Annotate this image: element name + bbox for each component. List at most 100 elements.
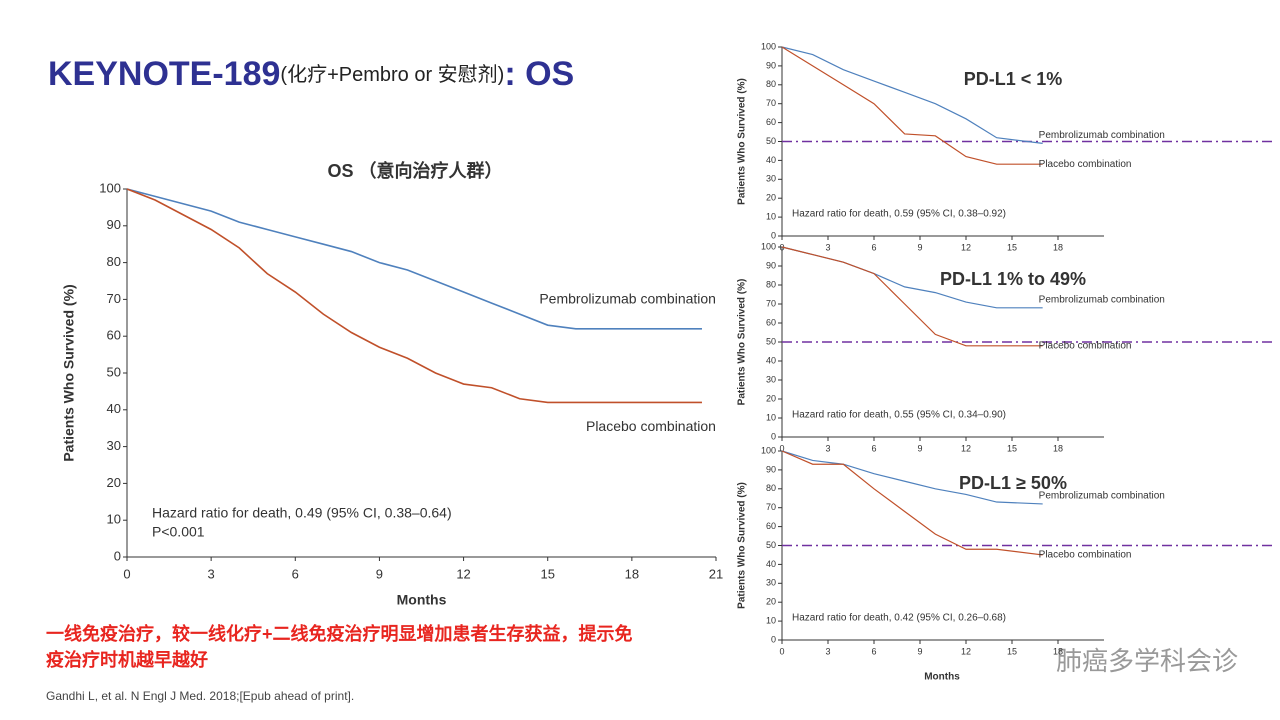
x-axis-label: Months <box>924 672 960 683</box>
chart-title: PD-L1 ≥ 50% <box>959 473 1067 493</box>
x-tick-label: 6 <box>871 646 876 656</box>
y-tick-label: 30 <box>766 374 776 384</box>
x-tick-label: 9 <box>917 443 922 453</box>
chart-title: OS （意向治疗人群） <box>327 160 502 181</box>
chart-title: PD-L1 < 1% <box>964 69 1063 89</box>
x-tick-label: 0 <box>779 646 784 656</box>
x-tick-label: 12 <box>456 566 470 581</box>
annotation: Hazard ratio for death, 0.59 (95% CI, 0.… <box>792 209 1006 220</box>
x-tick-label: 18 <box>1053 646 1063 656</box>
y-tick-label: 90 <box>766 464 776 474</box>
x-tick-label: 3 <box>825 443 830 453</box>
legend-label: Pembrolizumab combination <box>539 291 716 307</box>
annotation: Hazard ratio for death, 0.42 (95% CI, 0.… <box>792 613 1006 624</box>
y-tick-label: 40 <box>766 155 776 165</box>
y-tick-label: 10 <box>766 615 776 625</box>
y-tick-label: 40 <box>766 355 776 365</box>
y-tick-label: 80 <box>766 279 776 289</box>
x-axis-label: Months <box>397 592 447 608</box>
y-tick-label: 10 <box>107 512 121 527</box>
y-axis-label: Patients Who Survived (%) <box>737 482 748 609</box>
legend-label: Placebo combination <box>1039 159 1132 170</box>
y-tick-label: 60 <box>766 317 776 327</box>
x-tick-label: 18 <box>1053 443 1063 453</box>
legend-label: Placebo combination <box>586 418 716 434</box>
survival-curve <box>781 450 1043 505</box>
legend-label: Placebo combination <box>1039 340 1132 351</box>
chart-title: PD-L1 1% to 49% <box>940 269 1086 289</box>
y-tick-label: 100 <box>761 241 776 251</box>
x-tick-label: 15 <box>1007 242 1017 252</box>
x-tick-label: 9 <box>917 242 922 252</box>
y-tick-label: 20 <box>107 475 121 490</box>
y-tick-label: 60 <box>766 521 776 531</box>
y-tick-label: 0 <box>114 548 121 563</box>
y-tick-label: 90 <box>107 217 121 232</box>
x-tick-label: 15 <box>1007 443 1017 453</box>
y-tick-label: 100 <box>761 445 776 455</box>
conclusion-line: 一线免疫治疗，较一线化疗+二线免疫治疗明显增加患者生存获益，提示免 <box>46 623 633 644</box>
y-tick-label: 30 <box>766 578 776 588</box>
x-tick-label: 12 <box>961 242 971 252</box>
y-tick-label: 0 <box>771 230 776 240</box>
survival-curve <box>126 188 702 330</box>
y-axis-label: Patients Who Survived (%) <box>737 279 748 406</box>
y-tick-label: 80 <box>766 79 776 89</box>
title-sub: (化疗+Pembro or 安慰剂) <box>280 63 504 86</box>
legend-label: Pembrolizumab combination <box>1039 491 1165 502</box>
y-tick-label: 0 <box>771 431 776 441</box>
y-tick-label: 90 <box>766 60 776 70</box>
survival-curve <box>781 246 1043 347</box>
y-tick-label: 10 <box>766 211 776 221</box>
x-tick-label: 3 <box>825 646 830 656</box>
survival-curve <box>781 46 1043 165</box>
x-tick-label: 6 <box>292 566 299 581</box>
y-tick-label: 70 <box>107 291 121 306</box>
x-tick-label: 18 <box>625 566 639 581</box>
x-tick-label: 3 <box>208 566 215 581</box>
citation: Gandhi L, et al. N Engl J Med. 2018;[Epu… <box>46 689 354 703</box>
y-tick-label: 60 <box>766 117 776 127</box>
y-tick-label: 50 <box>766 540 776 550</box>
y-tick-label: 10 <box>766 412 776 422</box>
x-tick-label: 3 <box>825 242 830 252</box>
x-tick-label: 15 <box>1007 646 1017 656</box>
y-tick-label: 0 <box>771 634 776 644</box>
x-tick-label: 18 <box>1053 242 1063 252</box>
y-tick-label: 50 <box>766 336 776 346</box>
y-tick-label: 80 <box>107 254 121 269</box>
y-tick-label: 20 <box>766 193 776 203</box>
annotation: Hazard ratio for death, 0.49 (95% CI, 0.… <box>152 505 452 521</box>
watermark: 肺癌多学科会诊 <box>1056 646 1238 676</box>
legend-label: Placebo combination <box>1039 550 1132 561</box>
x-tick-label: 12 <box>961 646 971 656</box>
x-tick-label: 6 <box>871 443 876 453</box>
x-tick-label: 0 <box>123 566 130 581</box>
y-tick-label: 70 <box>766 502 776 512</box>
annotation: P<0.001 <box>152 524 205 540</box>
y-tick-label: 90 <box>766 260 776 270</box>
y-tick-label: 20 <box>766 393 776 403</box>
y-axis-label: Patients Who Survived (%) <box>737 78 748 205</box>
legend-label: Pembrolizumab combination <box>1039 130 1165 141</box>
y-tick-label: 20 <box>766 597 776 607</box>
x-tick-label: 6 <box>871 242 876 252</box>
survival-curve <box>781 450 1043 556</box>
y-tick-label: 50 <box>107 364 121 379</box>
y-tick-label: 40 <box>107 401 121 416</box>
conclusion-line: 疫治疗时机越早越好 <box>46 649 208 670</box>
legend-label: Pembrolizumab combination <box>1039 294 1165 305</box>
y-tick-label: 60 <box>107 328 121 343</box>
survival-curve <box>781 46 1043 144</box>
y-tick-label: 70 <box>766 298 776 308</box>
x-tick-label: 15 <box>540 566 554 581</box>
y-tick-label: 70 <box>766 98 776 108</box>
title-end: : OS <box>504 55 574 93</box>
slide-title: KEYNOTE-189(化疗+Pembro or 安慰剂): OS <box>48 55 574 93</box>
survival-curve <box>126 188 702 404</box>
y-tick-label: 100 <box>761 41 776 51</box>
x-tick-label: 9 <box>376 566 383 581</box>
annotation: Hazard ratio for death, 0.55 (95% CI, 0.… <box>792 410 1006 421</box>
